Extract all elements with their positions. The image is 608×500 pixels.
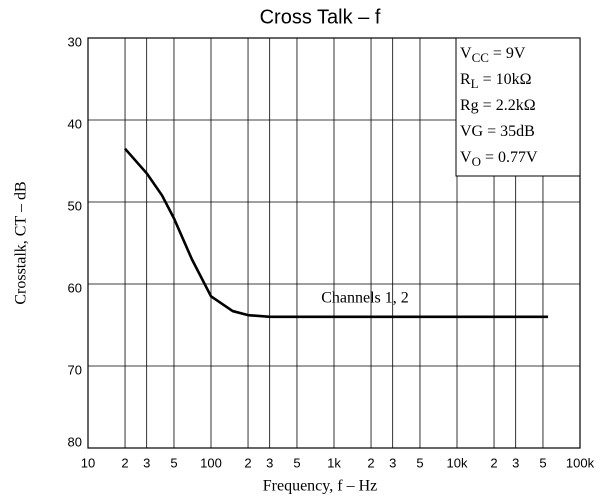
x-tick-label: 3 [512,455,519,470]
plot-frame [87,37,581,449]
condition-text: RL = 10kΩ [460,71,532,91]
x-tick-label: 2 [244,455,251,470]
condition-base: VG = 35dB [460,123,535,140]
x-tick-label: 2 [367,455,374,470]
condition-base: R [460,71,471,88]
x-tick-label: 100 [200,455,222,470]
condition-tail: = 9V [489,45,526,62]
condition-tail: = 0.77V [481,149,538,166]
condition-sub: O [472,154,481,169]
y-tick-label: 30 [68,34,82,49]
x-tick-label: 2 [121,455,128,470]
condition-text: Rg = 2.2kΩ [460,97,536,114]
condition-text: VG = 35dB [460,123,535,140]
x-tick-label: 10k [447,455,468,470]
x-tick-label: 10 [81,455,95,470]
chart-title: Cross Talk – f [260,6,381,28]
condition-base: V [460,45,472,62]
x-tick-label: 3 [266,455,273,470]
x-tick-label: 3 [143,455,150,470]
x-tick-label: 1k [327,455,341,470]
condition-base: V [460,149,472,166]
condition-base: Rg = 2.2kΩ [460,97,536,114]
y-tick-label: 60 [68,280,82,295]
x-axis-label: Frequency, f – Hz [263,478,377,495]
y-tick-label: 70 [68,362,82,377]
y-tick-label: 50 [68,198,82,213]
x-tick-label: 5 [539,455,546,470]
series-label: Channels 1, 2 [321,289,409,306]
y-tick-label: 80 [68,434,82,449]
x-tick-label: 5 [170,455,177,470]
x-tick-label: 5 [293,455,300,470]
condition-text: VCC = 9V [460,45,526,65]
x-tick-label: 3 [389,455,396,470]
y-tick-label: 40 [68,116,82,131]
x-tick-label: 100k [566,455,595,470]
conditions-box [455,37,581,177]
condition-text: VO = 0.77V [460,149,538,169]
x-tick-label: 5 [416,455,423,470]
y-axis-label: Crosstalk, CT – dB [13,181,30,304]
x-tick-label: 2 [490,455,497,470]
line [124,147,549,319]
condition-sub: L [471,76,479,91]
condition-tail: = 10kΩ [479,71,532,88]
condition-sub: CC [472,50,489,65]
